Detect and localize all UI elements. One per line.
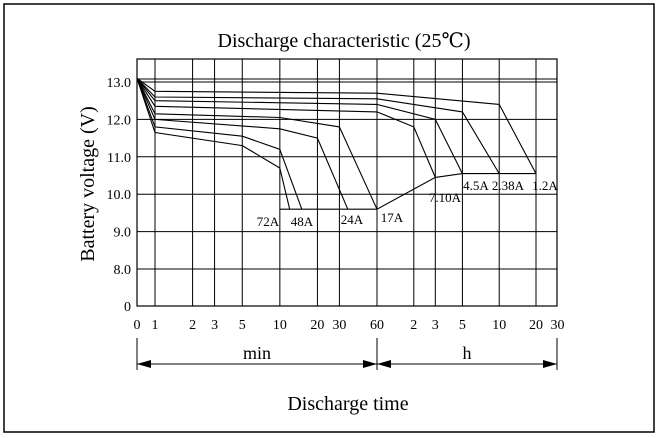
y-tick-label: 10.0: [107, 188, 132, 203]
unit-h-label: h: [463, 343, 472, 363]
arrow-head: [363, 360, 377, 368]
cutoff-line: [279, 173, 536, 210]
y-tick-label: 0: [124, 300, 131, 315]
arrow-head: [543, 360, 557, 368]
x-tick-label: 2: [410, 318, 417, 333]
series-line: [136, 78, 349, 210]
series-label: 24A: [341, 212, 364, 227]
x-tick-label: 5: [459, 318, 466, 333]
series-label: 1.2A: [532, 178, 558, 193]
series-line: [136, 78, 436, 178]
y-tick-label: 13.0: [107, 76, 132, 91]
series-line: [136, 78, 378, 210]
x-tick-label: 2: [189, 318, 196, 333]
series-label: 2.38A: [492, 178, 525, 193]
series-label: 17A: [381, 210, 404, 225]
x-tick-label: 3: [432, 318, 439, 333]
y-tick-label: 11.0: [107, 151, 131, 166]
arrow-head: [137, 360, 151, 368]
series-label: 48A: [291, 214, 314, 229]
y-tick-label: 12.0: [107, 113, 132, 128]
unit-min-label: min: [243, 343, 271, 363]
x-tick-label: 5: [239, 318, 246, 333]
series-label: 72A: [257, 214, 280, 229]
x-tick-label: 3: [211, 318, 218, 333]
y-tick-label: 8.0: [114, 263, 132, 278]
x-tick-label: 0: [134, 318, 141, 333]
x-tick-label: 30: [332, 318, 346, 333]
series-line: [136, 77, 463, 174]
y-axis-label: Battery voltage (V): [77, 106, 99, 262]
series-line: [136, 77, 537, 174]
x-tick-label: 1: [152, 318, 159, 333]
x-tick-label: 60: [370, 318, 384, 333]
arrow-head: [377, 360, 391, 368]
outer-frame: [3, 3, 655, 433]
chart-title: Discharge characteristic (25℃): [218, 30, 471, 52]
series-line: [136, 78, 291, 210]
x-tick-label: 10: [492, 318, 506, 333]
series-line: [136, 78, 303, 210]
series-line: [136, 77, 500, 174]
x-tick-label: 20: [310, 318, 324, 333]
y-tick-label: 9.0: [114, 226, 132, 241]
x-axis-label: Discharge time: [287, 393, 408, 415]
x-tick-label: 20: [529, 318, 543, 333]
series-label: 7.10A: [429, 190, 462, 205]
plot-frame: [136, 58, 558, 307]
x-tick-label: 10: [273, 318, 287, 333]
x-tick-label: 30: [551, 318, 565, 333]
series-label: 4.5A: [463, 178, 489, 193]
